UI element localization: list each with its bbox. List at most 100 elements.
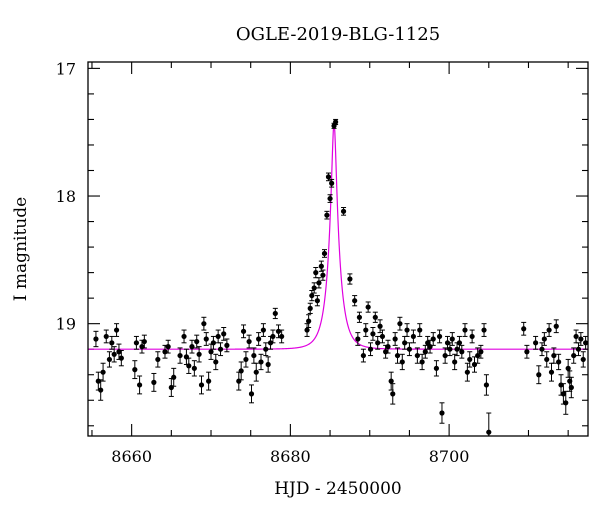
data-marker: [533, 340, 539, 346]
data-point: [565, 358, 571, 378]
data-point: [394, 347, 401, 364]
data-point: [258, 353, 264, 371]
data-point: [548, 362, 555, 382]
data-point: [106, 351, 113, 368]
x-tick-label: 8680: [270, 447, 311, 466]
data-marker: [372, 314, 378, 320]
data-marker: [208, 349, 214, 355]
data-point: [333, 118, 339, 126]
data-point: [436, 329, 443, 344]
x-axis-label: HJD - 2450000: [274, 479, 402, 499]
data-point: [388, 371, 394, 391]
data-marker: [414, 352, 420, 359]
data-point: [456, 335, 463, 350]
data-point: [419, 353, 425, 371]
data-point: [186, 357, 192, 374]
data-marker: [442, 352, 448, 359]
data-point: [410, 329, 416, 344]
data-marker: [240, 328, 247, 334]
data-point: [397, 316, 403, 331]
data-marker: [370, 331, 376, 337]
data-point: [399, 353, 405, 371]
data-point: [313, 267, 319, 279]
data-point: [524, 344, 530, 359]
data-marker: [224, 342, 230, 348]
data-point: [307, 302, 313, 314]
data-marker: [238, 368, 244, 374]
data-marker: [563, 400, 569, 406]
data-marker: [575, 346, 582, 352]
data-marker: [399, 359, 405, 365]
data-point: [560, 383, 566, 405]
data-marker: [394, 352, 401, 359]
data-point: [100, 362, 106, 382]
data-point: [240, 324, 247, 339]
data-point: [171, 367, 177, 387]
data-marker: [456, 340, 463, 346]
data-marker: [536, 372, 542, 378]
data-point: [556, 353, 562, 371]
data-point: [568, 376, 574, 399]
data-marker: [390, 391, 396, 397]
data-point: [390, 383, 396, 405]
data-marker: [367, 346, 374, 352]
data-marker: [313, 270, 319, 276]
data-marker: [201, 321, 207, 327]
data-marker: [544, 356, 550, 363]
data-marker: [352, 298, 358, 304]
data-marker: [404, 327, 410, 333]
data-marker: [402, 340, 408, 346]
data-marker: [314, 298, 320, 304]
data-point: [406, 342, 413, 357]
data-point: [151, 372, 157, 392]
data-point: [263, 342, 269, 357]
data-marker: [118, 355, 124, 361]
data-marker: [258, 359, 264, 365]
data-marker: [459, 349, 465, 355]
data-marker: [379, 333, 386, 340]
data-marker: [425, 340, 431, 346]
data-marker: [210, 340, 216, 346]
data-marker: [196, 351, 202, 357]
data-marker: [546, 327, 552, 333]
data-point: [324, 210, 330, 220]
data-point: [521, 321, 527, 336]
data-point: [340, 207, 347, 216]
data-point: [168, 378, 174, 397]
data-point: [113, 323, 120, 337]
data-point: [132, 360, 138, 380]
data-point: [580, 351, 586, 368]
data-marker: [524, 349, 530, 355]
data-point: [402, 335, 408, 350]
data-marker: [333, 119, 339, 125]
data-point: [375, 335, 381, 350]
data-marker: [410, 333, 416, 340]
data-point: [311, 282, 317, 294]
data-marker: [236, 378, 242, 384]
data-point: [98, 379, 104, 401]
data-marker: [263, 346, 269, 352]
data-point: [203, 332, 209, 346]
data-point: [539, 342, 545, 357]
data-marker: [320, 272, 326, 278]
data-point: [93, 330, 99, 348]
data-marker: [573, 333, 579, 340]
data-point: [155, 351, 161, 368]
data-marker: [467, 356, 473, 363]
data-marker: [265, 361, 271, 368]
data-point: [430, 332, 436, 346]
data-point: [325, 172, 332, 182]
data-point: [183, 348, 190, 366]
data-marker: [186, 363, 192, 369]
data-point: [111, 346, 117, 363]
data-point: [365, 301, 371, 313]
data-point: [243, 351, 249, 368]
data-marker: [171, 374, 177, 380]
data-point: [459, 344, 465, 359]
data-marker: [551, 352, 557, 359]
data-point: [260, 323, 266, 337]
data-marker: [95, 378, 101, 384]
data-marker: [578, 336, 584, 342]
data-point: [355, 332, 361, 346]
data-point: [363, 323, 369, 337]
